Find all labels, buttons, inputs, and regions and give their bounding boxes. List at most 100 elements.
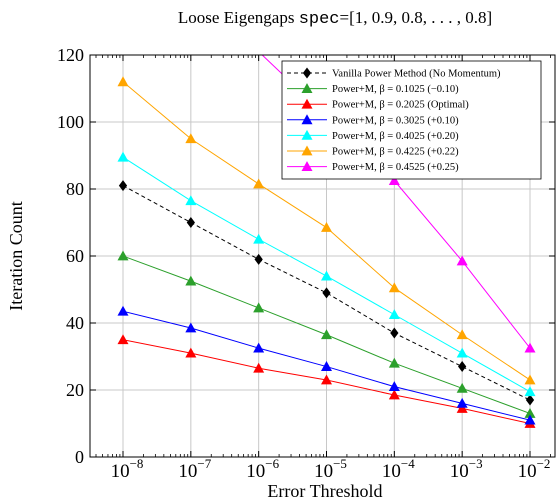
data-point [525, 394, 535, 406]
data-point [390, 327, 399, 339]
series-6 [117, 76, 536, 385]
x-tick-label-base: 10 [518, 461, 537, 482]
data-point [117, 305, 129, 316]
data-point [253, 178, 265, 189]
data-point [322, 287, 331, 299]
legend-label: Power+M, β = 0.1025 (−0.10) [332, 84, 459, 95]
data-point [254, 253, 263, 265]
data-point [186, 217, 195, 228]
data-point [456, 397, 468, 408]
data-point [321, 270, 332, 281]
x-axis-label: Error Threshold [267, 481, 382, 501]
y-axis-label: Iteration Count [6, 201, 26, 310]
legend-label: Power+M, β = 0.2025 (Optimal) [332, 100, 469, 111]
x-tick-label-exponent: −4 [401, 456, 415, 471]
legend-marker [301, 98, 313, 109]
legend-label: Power+M, β = 0.3025 (+0.10) [332, 115, 459, 126]
legend: Vanilla Power Method (No Momentum) Power+… [281, 60, 542, 180]
x-tick-label: 10−4 [382, 456, 415, 482]
data-point [524, 342, 536, 353]
data-point [524, 407, 536, 418]
x-tick-label: 10−2 [518, 456, 551, 482]
chart-title-code: spec [299, 10, 340, 29]
y-tick-label: 40 [66, 313, 84, 333]
x-tick-label-base: 10 [382, 461, 401, 482]
data-point [524, 386, 536, 397]
data-point [456, 347, 468, 358]
y-tick-label: 80 [66, 179, 84, 199]
data-point [117, 334, 129, 345]
legend-label: Power+M, β = 0.4025 (+0.20) [332, 131, 459, 142]
y-tick-label: 60 [66, 246, 84, 266]
legend-label: Power+M, β = 0.4525 (+0.25) [332, 162, 459, 173]
data-point [185, 195, 197, 206]
x-tick-label-exponent: −6 [265, 456, 279, 471]
x-tick-label-exponent: −7 [197, 456, 211, 471]
data-point [185, 347, 197, 358]
legend-label: Power+M, β = 0.4225 (+0.22) [332, 147, 459, 158]
series-2 [117, 250, 536, 418]
x-tick-label-exponent: −8 [130, 456, 144, 471]
data-point [253, 362, 265, 373]
series-5 [117, 151, 536, 397]
legend-entry: Vanilla Power Method (No Momentum) [287, 67, 501, 80]
data-point [388, 389, 400, 400]
data-point [456, 329, 468, 340]
data-point [388, 357, 400, 368]
legend-entry: Power+M, β = 0.4525 (+0.25) [287, 161, 459, 173]
data-point [321, 329, 332, 340]
legend-entry: Power+M, β = 0.1025 (−0.10) [287, 83, 459, 95]
legend-marker [301, 114, 313, 125]
axes: 10−8 10−7 10−6 10−5 10−4 10−3 10−2020406080100… [57, 45, 556, 482]
series-layer [117, 55, 536, 428]
data-point [118, 180, 128, 192]
data-point [524, 414, 536, 425]
data-point [321, 361, 332, 371]
data-point [117, 151, 129, 162]
data-point [253, 302, 265, 313]
y-tick-label: 0 [75, 447, 84, 467]
series-1 [118, 180, 535, 406]
legend-marker [301, 83, 313, 93]
data-point [388, 282, 400, 293]
legend-entry: Power+M, β = 0.4025 (+0.20) [287, 129, 459, 142]
x-tick-label-base: 10 [450, 461, 469, 482]
y-tick-label: 20 [66, 380, 84, 400]
x-tick-label-exponent: −2 [537, 456, 551, 471]
x-tick-label-base: 10 [314, 461, 333, 482]
data-point [456, 382, 468, 393]
data-point [458, 361, 467, 373]
data-point [524, 374, 536, 385]
y-tick-label: 120 [57, 45, 84, 65]
legend-entry: Power+M, β = 0.4225 (+0.22) [287, 145, 459, 158]
x-tick-label: 10−7 [178, 456, 211, 482]
data-point [253, 233, 265, 244]
x-tick-label-exponent: −5 [333, 456, 347, 471]
legend-marker [301, 129, 313, 140]
data-point [456, 255, 468, 266]
data-point [388, 381, 400, 392]
data-point [456, 402, 468, 413]
x-tick-label-base: 10 [111, 461, 130, 482]
legend-entry: Power+M, β = 0.2025 (Optimal) [287, 98, 469, 111]
data-point [253, 342, 265, 353]
data-point [117, 250, 129, 261]
data-point [321, 222, 332, 232]
chart-title: Loose Eigengaps spec=[1, 0.9, 0.8, . . .… [178, 8, 492, 29]
data-point [388, 309, 400, 320]
chart-title-suffix: =[1, 0.9, 0.8, . . . , 0.8] [340, 8, 493, 27]
data-point [185, 322, 197, 333]
legend-marker [301, 145, 313, 156]
legend-marker [301, 161, 313, 171]
x-tick-label: 10−3 [450, 456, 483, 482]
data-point [117, 76, 129, 87]
x-tick-label: 10−6 [246, 456, 279, 482]
series-3 [117, 334, 536, 428]
y-tick-label: 100 [57, 112, 84, 132]
legend-entry: Power+M, β = 0.3025 (+0.10) [287, 114, 459, 126]
series-4 [117, 305, 536, 425]
data-point [388, 175, 400, 186]
data-point [185, 275, 197, 286]
data-point [321, 374, 332, 385]
x-tick-label: 10−5 [314, 456, 347, 482]
